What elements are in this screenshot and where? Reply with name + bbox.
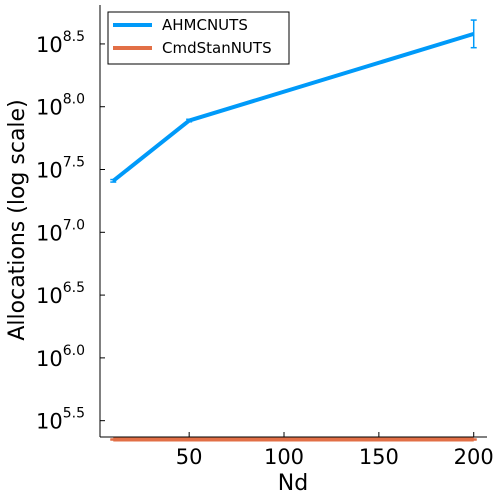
y-tick-label: 106.0 <box>36 343 85 371</box>
x-tick-label: 200 <box>454 445 494 469</box>
x-tick-label: 150 <box>359 445 399 469</box>
x-tick-label: 100 <box>264 445 304 469</box>
y-tick-label: 108.5 <box>36 29 85 57</box>
legend-label-1: CmdStanNUTS <box>162 39 272 57</box>
axes <box>99 5 487 438</box>
y-tick-label: 105.5 <box>36 406 85 434</box>
x-axis-label: Nd <box>278 471 308 496</box>
x-tick-label: 50 <box>176 445 203 469</box>
y-tick-label: 106.5 <box>36 280 85 308</box>
series-layer <box>110 19 477 442</box>
legend-box <box>107 11 290 65</box>
legend: AHMCNUTS CmdStanNUTS <box>107 11 290 65</box>
y-tick-label: 107.0 <box>36 217 85 245</box>
y-ticks: 105.5 106.0 106.5 107.0 107.5 108.0 108.5 <box>36 29 105 434</box>
legend-label-0: AHMCNUTS <box>162 16 248 34</box>
y-tick-label: 107.5 <box>36 155 85 183</box>
x-ticks: 50 100 150 200 <box>176 432 494 469</box>
y-tick-label: 108.0 <box>36 92 85 120</box>
y-axis-label: Allocations (log scale) <box>5 99 30 340</box>
